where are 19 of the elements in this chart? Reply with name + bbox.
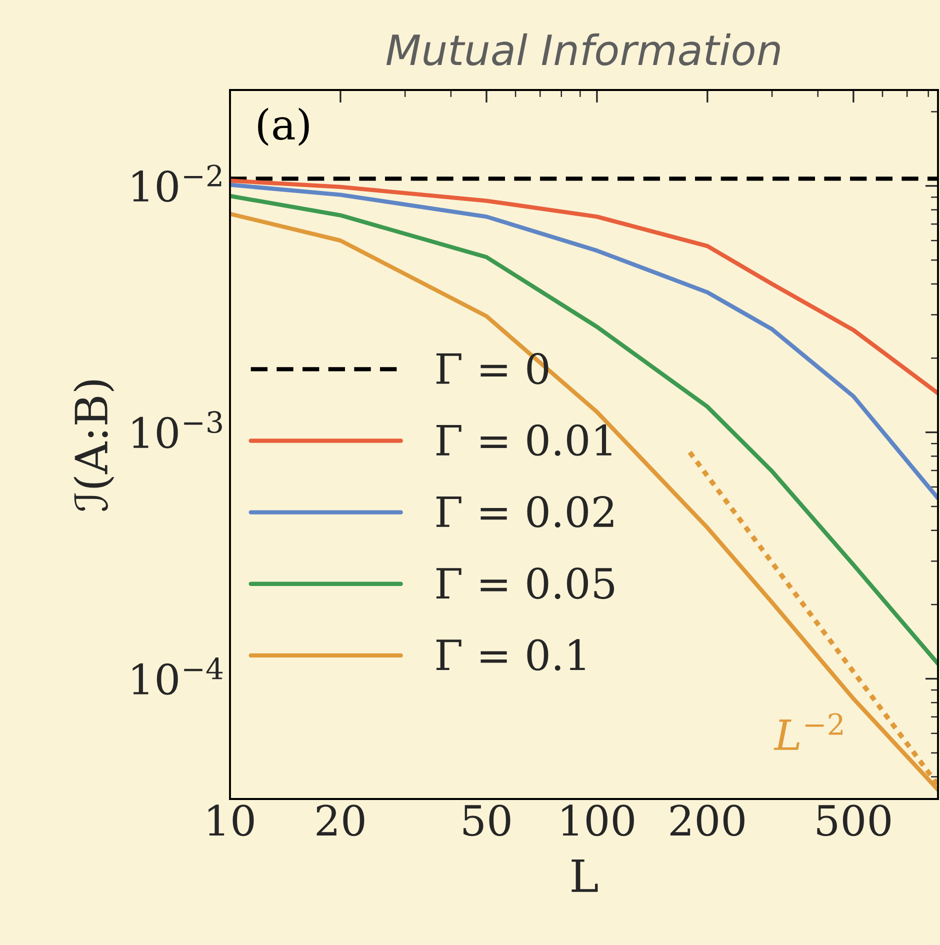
legend-label: Γ = 0.02 (436, 496, 614, 528)
x-tick-label: 500 (817, 804, 890, 836)
legend-label: Γ = 0 (436, 352, 548, 384)
x-axis-title: L (572, 859, 598, 892)
annotation: (a) (258, 108, 309, 146)
x-tick-label: 200 (670, 804, 744, 836)
x-tick-label: 10 (208, 804, 254, 836)
y-tick-label: 10$^{−3}$ (132, 411, 222, 448)
chart-title: Mutual Information (386, 33, 780, 66)
legend-label: Γ = 0.1 (436, 639, 585, 671)
y-axis-title: ℐ(A:B) (74, 380, 114, 511)
annotation: L$^{−2}$ (774, 713, 842, 750)
x-tick-label: 20 (316, 804, 364, 836)
legend-label: Γ = 0.05 (436, 568, 614, 600)
legend-label: Γ = 0.01 (436, 424, 612, 456)
y-tick-label: 10$^{−4}$ (132, 657, 223, 695)
x-tick-label: 100 (562, 804, 634, 836)
y-tick-label: 10$^{−2}$ (132, 164, 222, 202)
x-tick-label: 50 (464, 804, 510, 836)
